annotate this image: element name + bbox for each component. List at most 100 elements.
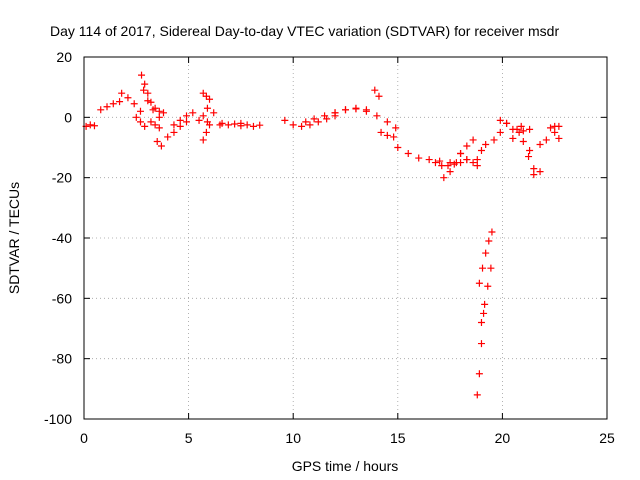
data-point-arc-13 — [199, 136, 207, 144]
data-point-arc-28 — [479, 264, 487, 272]
data-point-arc-17 — [281, 116, 289, 124]
x-tick-label: 25 — [599, 430, 615, 446]
data-point-arc-19 — [331, 109, 339, 117]
data-point-arc-08 — [157, 142, 165, 150]
x-axis-label: GPS time / hours — [292, 458, 399, 474]
y-axis-label: SDTVAR / TECUs — [6, 182, 22, 294]
data-point-arc-07 — [147, 118, 155, 126]
data-point-arc-28 — [475, 279, 483, 287]
plot-frame — [83, 56, 608, 420]
data-point-arc-05 — [144, 89, 152, 97]
data-point-arc-19 — [373, 112, 381, 120]
data-point-arc-16 — [249, 122, 257, 130]
data-point-arc-17 — [306, 121, 314, 129]
data-point-arc-22 — [425, 156, 433, 164]
data-point-arc-06 — [155, 113, 163, 121]
data-point-arc-03 — [136, 107, 144, 115]
data-point-arc-35 — [519, 137, 527, 145]
grid — [84, 57, 607, 419]
data-point-arc-22 — [404, 150, 412, 158]
data-point-arc-38 — [542, 136, 550, 144]
data-point-arc-16 — [237, 119, 245, 127]
data-point-arc-26 — [473, 162, 481, 170]
data-point-arc-07 — [151, 121, 159, 129]
x-tick-label: 5 — [185, 430, 193, 446]
data-point-arc-15 — [231, 120, 239, 128]
data-point-arc-04 — [132, 113, 140, 121]
data-point-arc-09 — [183, 118, 191, 126]
data-point-arc-27 — [475, 370, 483, 378]
data-point-arc-29 — [484, 282, 492, 290]
data-point-arc-36 — [530, 165, 538, 173]
data-point-arc-04 — [136, 118, 144, 126]
data-point-arc-39 — [547, 124, 555, 132]
data-point-arc-09 — [164, 133, 172, 141]
data-point-arc-40 — [555, 122, 563, 130]
data-point-arc-25 — [469, 136, 477, 144]
data-point-arc-19 — [352, 105, 360, 113]
data-point-arc-19 — [383, 118, 391, 126]
data-point-arc-37 — [536, 168, 544, 176]
data-point-arc-15 — [224, 121, 232, 129]
data-point-arc-38 — [536, 140, 544, 148]
data-point-arc-11 — [195, 116, 203, 124]
data-points — [82, 71, 563, 399]
data-point-arc-12 — [199, 89, 207, 97]
y-tick-label: -20 — [52, 170, 72, 186]
data-point-arc-27 — [473, 391, 481, 399]
data-point-arc-05 — [159, 109, 167, 117]
data-point-arc-22 — [436, 157, 444, 165]
data-point-arc-33 — [517, 122, 525, 130]
data-point-arc-06 — [149, 106, 157, 114]
data-point-arc-30 — [482, 140, 490, 148]
data-point-arc-29 — [481, 300, 489, 308]
y-tick-label: 20 — [56, 49, 72, 65]
data-point-arc-20 — [375, 92, 383, 100]
data-point-arc-06 — [140, 86, 148, 94]
data-point-arc-02 — [97, 106, 105, 114]
data-point-arc-11 — [203, 104, 211, 112]
data-point-arc-34 — [519, 127, 527, 135]
data-point-arc-23 — [431, 159, 439, 167]
data-point-arc-17 — [314, 118, 322, 126]
data-point-arc-03 — [124, 94, 132, 102]
y-tick-label: -80 — [52, 351, 72, 367]
data-point-arc-27 — [477, 340, 485, 348]
data-point-arc-09 — [176, 122, 184, 130]
data-point-arc-25 — [463, 142, 471, 150]
data-point-arc-21 — [383, 131, 391, 139]
data-point-arc-36 — [526, 147, 534, 155]
data-point-arc-07 — [155, 124, 163, 132]
data-point-arc-28 — [488, 228, 496, 236]
data-point-arc-13 — [202, 128, 210, 136]
data-point-arc-39 — [555, 134, 563, 142]
data-point-arc-18 — [321, 112, 329, 120]
data-point-arc-10 — [170, 121, 178, 129]
data-point-arc-14 — [203, 118, 211, 126]
data-point-arc-21 — [390, 133, 398, 141]
data-point-arc-33 — [509, 134, 517, 142]
y-tick-label: 0 — [64, 109, 72, 125]
data-point-arc-05 — [141, 80, 149, 88]
data-point-arc-32 — [496, 116, 504, 124]
data-point-arc-16 — [243, 121, 251, 129]
data-point-arc-27 — [480, 309, 488, 317]
data-point-arc-33 — [513, 125, 521, 133]
data-point-arc-31 — [496, 128, 504, 136]
data-point-arc-20 — [371, 86, 379, 94]
data-point-arc-39 — [551, 128, 559, 136]
y-tick-label: -40 — [52, 230, 72, 246]
data-point-arc-01 — [86, 121, 94, 129]
data-point-arc-23 — [438, 162, 446, 170]
data-point-arc-05 — [155, 107, 163, 115]
data-point-arc-35 — [525, 153, 533, 161]
data-point-arc-26 — [463, 156, 471, 164]
data-point-arc-30 — [473, 156, 481, 164]
data-point-arc-25 — [457, 150, 465, 158]
data-point-arc-12 — [202, 92, 210, 100]
data-point-arc-14 — [210, 109, 218, 117]
chart-title: Day 114 of 2017, Sidereal Day-to-day VTE… — [50, 23, 559, 39]
x-tick-label: 0 — [80, 430, 88, 446]
data-point-arc-19 — [362, 107, 370, 115]
